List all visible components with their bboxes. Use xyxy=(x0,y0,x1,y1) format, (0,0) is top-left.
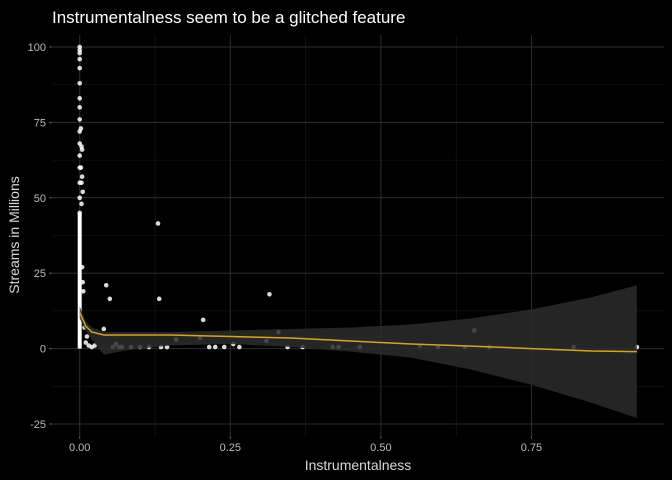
data-point xyxy=(77,105,83,110)
data-point xyxy=(78,126,84,131)
data-point xyxy=(156,296,162,302)
data-point xyxy=(221,344,227,350)
x-axis-label: Instrumentalness xyxy=(305,457,412,473)
data-point xyxy=(84,334,90,339)
data-point xyxy=(79,174,85,180)
data-point xyxy=(77,117,83,122)
data-point xyxy=(79,180,84,186)
x-tick-label: 0.00 xyxy=(69,442,90,454)
data-point xyxy=(77,153,83,158)
data-point xyxy=(79,201,84,207)
data-point xyxy=(77,96,83,101)
y-tick-label: 75 xyxy=(34,117,46,129)
data-point xyxy=(200,317,206,323)
y-tick-label: 100 xyxy=(28,42,46,54)
data-point xyxy=(206,344,212,350)
y-axis-ticks: -25 0 25 50 75 100 xyxy=(28,42,52,431)
data-point xyxy=(80,279,86,285)
data-point xyxy=(77,195,83,201)
data-point xyxy=(212,344,218,350)
data-point xyxy=(237,344,242,350)
y-tick-label: 0 xyxy=(40,344,46,356)
data-point xyxy=(101,326,107,332)
plot-area xyxy=(52,35,664,436)
chart-title: Instrumentalness seem to be a glitched f… xyxy=(52,8,405,27)
data-point xyxy=(77,80,83,86)
x-tick-label: 0.75 xyxy=(521,442,542,454)
y-tick-label: 50 xyxy=(34,193,46,205)
data-point xyxy=(79,147,85,152)
data-point xyxy=(103,282,109,288)
confidence-band xyxy=(79,285,637,418)
x-tick-label: 0.50 xyxy=(370,442,391,454)
data-point xyxy=(77,50,83,56)
data-point xyxy=(77,210,83,216)
data-point xyxy=(80,189,86,195)
data-point xyxy=(83,340,89,345)
y-axis-label: Streams in Millions xyxy=(6,176,22,293)
data-point xyxy=(78,165,84,170)
x-tick-label: 0.25 xyxy=(220,442,241,454)
data-point xyxy=(79,264,85,270)
dense-points-column xyxy=(77,212,82,349)
data-point xyxy=(155,221,161,226)
y-tick-label: 25 xyxy=(34,268,46,280)
y-tick-label: -25 xyxy=(30,419,46,431)
data-point xyxy=(267,291,272,297)
data-point xyxy=(77,65,83,71)
data-point xyxy=(107,296,113,302)
trend-line xyxy=(79,312,637,353)
data-point xyxy=(81,288,86,294)
x-axis-ticks: 0.00 0.25 0.50 0.75 xyxy=(69,436,542,454)
data-point xyxy=(77,56,83,62)
